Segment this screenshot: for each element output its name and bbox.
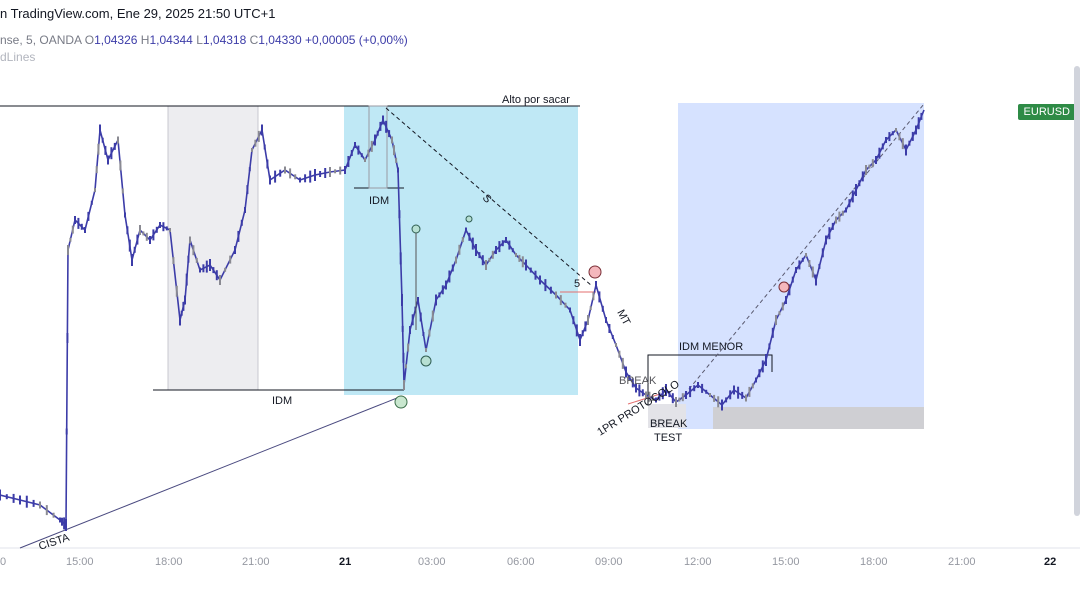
trend-line-dashed[interactable] [385, 107, 593, 287]
close-value: 1,04330 [258, 33, 302, 47]
time-label: 09:00 [595, 556, 623, 568]
swing-circle-small[interactable] [465, 215, 473, 223]
cyan-zone [344, 106, 578, 395]
time-label: 22 [1044, 556, 1056, 568]
candles [0, 109, 925, 531]
break-test-zone [648, 404, 686, 428]
trend-line-dashed-blue[interactable] [679, 103, 925, 401]
swing-circle-small[interactable] [411, 224, 421, 234]
time-label: 18:00 [155, 556, 183, 568]
swing-circle-red[interactable] [588, 265, 602, 279]
low-label: L [196, 33, 203, 47]
time-label: 03:00 [418, 556, 446, 568]
idm-menor-label: IDM MENOR [679, 341, 743, 353]
break-label: BREAK [619, 375, 657, 387]
swing-circle-teal[interactable] [420, 355, 432, 367]
time-label: 18:00 [860, 556, 888, 568]
five-label: 5 [574, 278, 580, 290]
time-label: 21:00 [948, 556, 976, 568]
time-label: 12:00 [684, 556, 712, 568]
indicator-label[interactable]: dLines [0, 50, 36, 64]
high-value: 1,04344 [149, 33, 193, 47]
time-label: 21:00 [242, 556, 270, 568]
close-label: C [249, 33, 259, 47]
time-label: 15:00 [66, 556, 94, 568]
break-test-label-1: BREAK [650, 418, 688, 430]
time-label: 06:00 [507, 556, 535, 568]
low-value: 1,04318 [202, 33, 247, 47]
high-label: H [140, 33, 150, 47]
swing-circle-red[interactable] [778, 281, 790, 293]
time-label: 15:00 [772, 556, 800, 568]
ohlc-legend: nse, 5, OANDA O1,04326 H1,04344 L1,04318… [0, 33, 408, 47]
idm-top-label: IDM [369, 195, 389, 207]
time-axis: 0 15:00 18:00 21:00 21 03:00 06:00 09:00… [0, 556, 1056, 568]
demand-zone [713, 407, 924, 429]
idm-menor-box[interactable] [647, 354, 773, 405]
mt-label: MT [614, 308, 632, 328]
symbol-label[interactable]: nse, 5, OANDA [0, 33, 82, 47]
alto-por-sacar-label: Alto por sacar [502, 94, 570, 106]
change-value: +0,00005 (+0,00%) [305, 33, 408, 47]
open-label: O [84, 33, 95, 47]
trend-line-lower[interactable] [19, 395, 403, 549]
idm-bottom-label: IDM [272, 395, 292, 407]
blue-zone [678, 103, 924, 429]
open-value: 1,04326 [94, 33, 138, 47]
eurusd-price-badge[interactable]: EURUSD [1017, 104, 1076, 120]
swing-circle-green[interactable] [394, 395, 408, 409]
gray-zone [168, 106, 258, 390]
chart-header-title: n TradingView.com, Ene 29, 2025 21:50 UT… [0, 6, 276, 21]
price-scale-scrollbar[interactable] [1074, 66, 1080, 516]
time-label: 0 [0, 556, 6, 568]
break-test-label-2: TEST [654, 432, 682, 444]
time-label: 21 [339, 556, 351, 568]
